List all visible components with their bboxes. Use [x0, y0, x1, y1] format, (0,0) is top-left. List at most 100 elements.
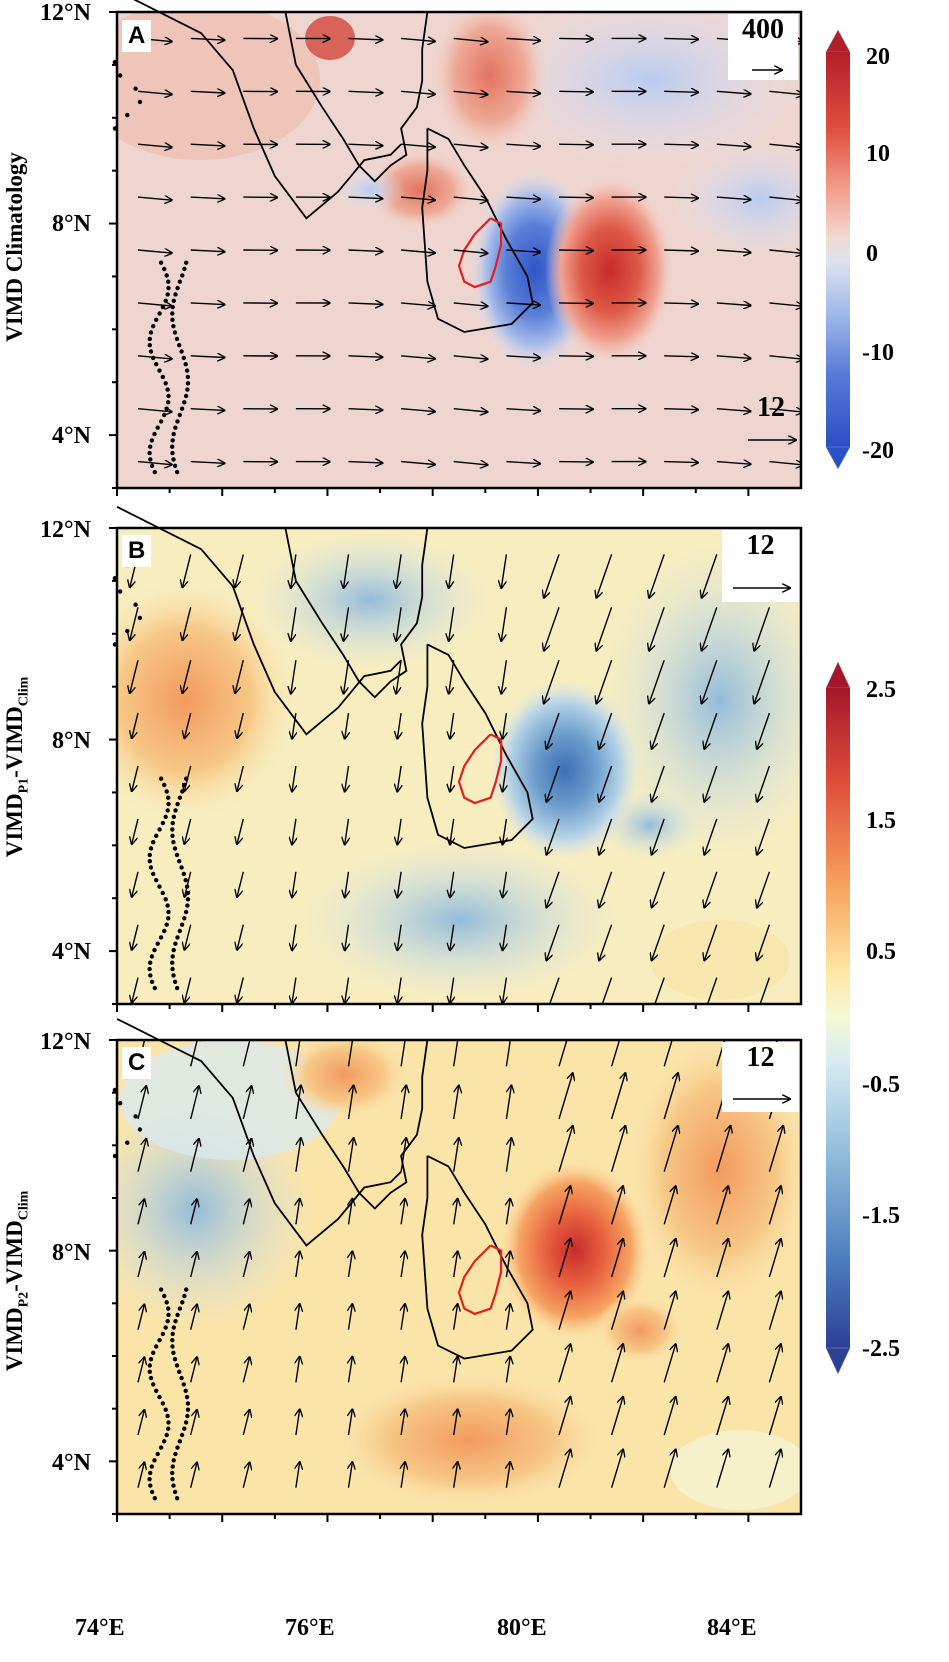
island-dot: [173, 425, 178, 430]
panel-c-frame: [115, 1038, 803, 1516]
wind-vector: [132, 924, 139, 950]
wind-vector: [242, 1199, 249, 1225]
wind-vector: [449, 554, 455, 588]
wind-vector: [137, 1304, 144, 1330]
sri-lanka-coast: [421, 643, 534, 849]
wind-vector: [291, 660, 297, 694]
wind-vector: [716, 1239, 729, 1278]
wind-vector: [182, 554, 192, 587]
wind-vector: [132, 871, 139, 897]
wind-vector: [506, 356, 540, 358]
panel-a-ref-vector-box: 400: [728, 14, 798, 80]
wind-vector: [716, 91, 751, 94]
wind-vector: [768, 1291, 781, 1330]
island-dot: [175, 935, 180, 940]
island-dot: [147, 1369, 152, 1374]
cb2-tick-2.5: 2.5: [866, 677, 896, 703]
wind-vector: [768, 1126, 783, 1172]
wind-vector: [453, 462, 488, 465]
wind-vector: [664, 91, 698, 92]
wind-vector: [137, 356, 172, 359]
wind-vector: [652, 712, 665, 749]
wind-vector: [664, 38, 698, 39]
island-dot: [160, 890, 165, 896]
wind-vector: [757, 871, 771, 908]
wind-vector: [769, 462, 801, 465]
island-dot: [165, 279, 171, 284]
wind-vector: [132, 977, 139, 1003]
wind-vector: [190, 356, 225, 358]
island-dot: [160, 1401, 165, 1406]
island-dot: [166, 1420, 171, 1425]
wind-vector: [501, 607, 508, 641]
wind-vector: [349, 1409, 353, 1436]
cb1-tick-m10: -10: [862, 340, 894, 366]
island-dot: [183, 909, 189, 915]
island-dot: [164, 922, 169, 927]
wind-vector: [130, 660, 139, 693]
island-dot: [179, 865, 184, 870]
wind-vector: [347, 1085, 354, 1120]
wind-vector: [663, 1186, 676, 1225]
island-dot: [157, 311, 162, 316]
island-dot: [173, 1451, 178, 1457]
island-dot: [171, 1325, 176, 1330]
wind-vector: [768, 1449, 781, 1488]
panel-c-ref-vector-label: 12: [746, 1042, 775, 1073]
island-dot: [185, 897, 191, 902]
island-dot: [147, 450, 152, 456]
panel-a-letter: A: [122, 20, 152, 52]
island-dot: [147, 1476, 152, 1482]
wind-vector: [190, 1139, 199, 1172]
island-dot: [133, 1114, 138, 1119]
wind-vector: [663, 1291, 676, 1330]
wind-vector: [501, 554, 508, 588]
cb2-tick-m0.5: -0.5: [862, 1072, 900, 1098]
island-dot: [170, 1344, 175, 1349]
wind-vector: [184, 924, 192, 950]
wind-vector: [716, 144, 751, 147]
wind-vector: [190, 1199, 197, 1225]
island-dot: [177, 928, 182, 934]
island-dot: [171, 973, 176, 978]
island-dot: [117, 589, 123, 594]
wind-vector: [453, 1085, 459, 1120]
wind-vector: [349, 1251, 353, 1278]
wind-vector: [184, 818, 192, 844]
island-dot: [117, 73, 123, 78]
island-dot: [153, 317, 159, 322]
xtick-80e: 80°E: [497, 1615, 547, 1641]
wind-vector: [702, 554, 718, 598]
wind-vector: [706, 977, 718, 1004]
cb2-tick-1.5: 1.5: [866, 808, 896, 834]
wind-vector: [558, 1073, 573, 1120]
island-dot: [177, 412, 182, 418]
wind-vector: [664, 356, 698, 357]
island-dot: [183, 1420, 189, 1425]
wind-vector: [501, 660, 508, 694]
panel-c-ref-vector-box: 12: [722, 1042, 799, 1112]
wind-vector: [137, 1199, 144, 1225]
wind-vector: [558, 91, 593, 92]
wind-vector: [506, 303, 540, 305]
island-dot: [185, 374, 191, 380]
island-dot: [166, 393, 171, 399]
island-dot: [181, 1382, 186, 1387]
panel-c-field: [117, 1040, 801, 1514]
wind-vector: [292, 765, 296, 792]
panel-b-ref-vector-label: 12: [746, 530, 775, 561]
island-dot: [174, 469, 180, 475]
wind-vector: [349, 1199, 353, 1225]
wind-vector: [450, 765, 454, 792]
wind-vector: [454, 1251, 458, 1278]
wind-vector: [757, 924, 771, 961]
island-dot: [174, 985, 180, 991]
wind-vector: [242, 1139, 251, 1172]
wind-vector: [769, 409, 801, 412]
wind-vector: [664, 303, 698, 304]
island-dot: [117, 1100, 123, 1106]
wind-vector: [347, 1138, 354, 1172]
panel-a-ref-vector-label-2: 12: [757, 392, 785, 423]
wind-vector: [345, 765, 349, 792]
